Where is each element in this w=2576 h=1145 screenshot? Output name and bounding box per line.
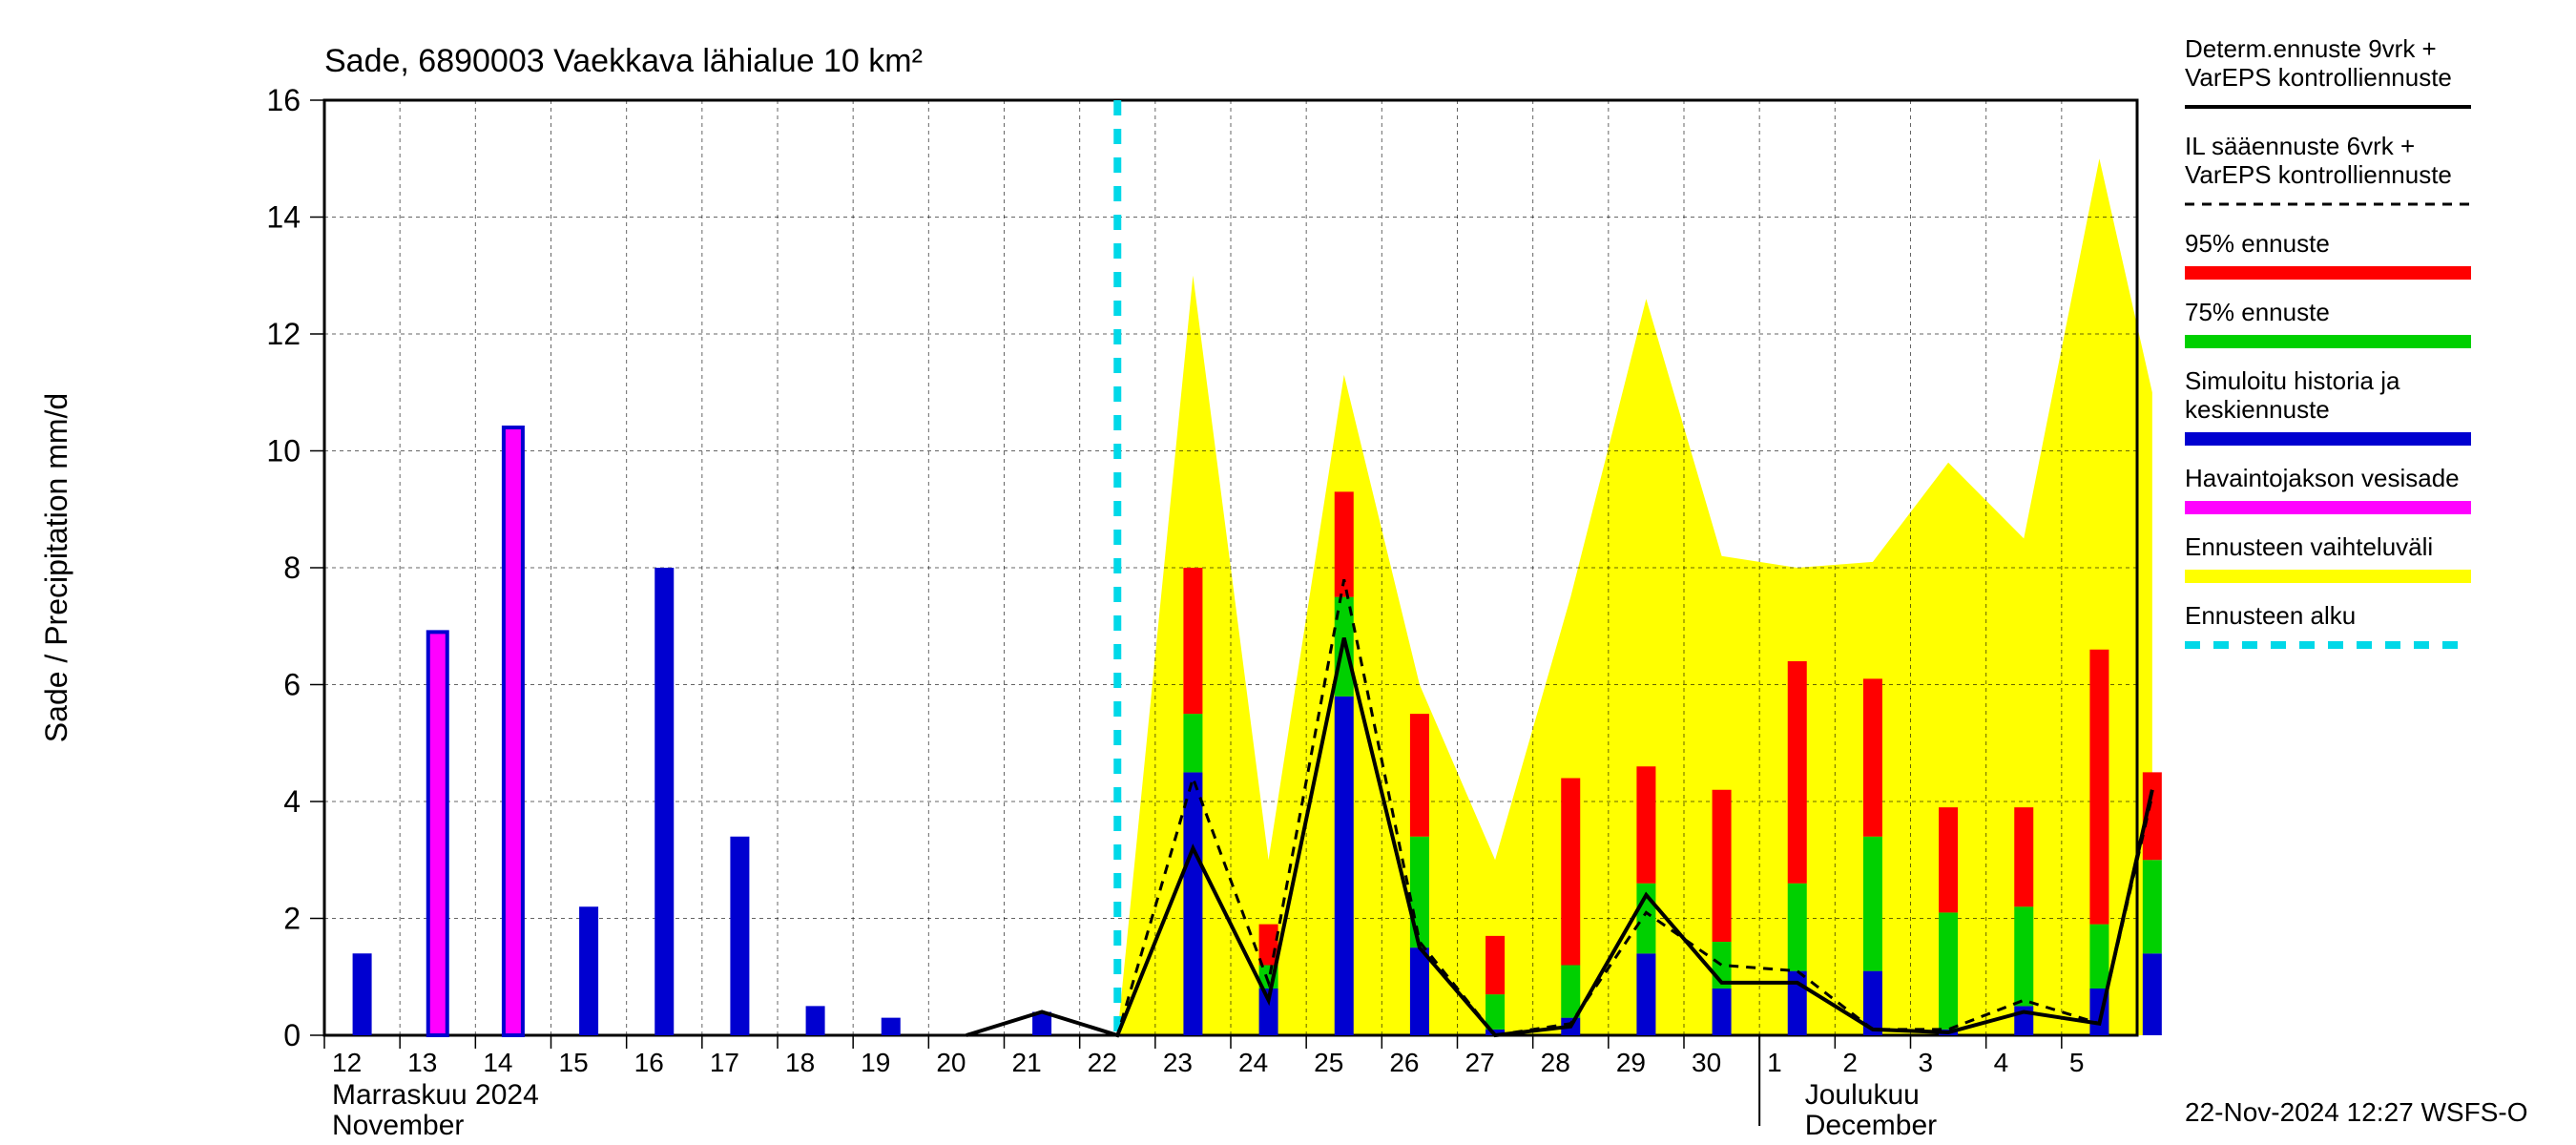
x-tick-label: 22: [1088, 1048, 1117, 1077]
bar-segment: [1636, 766, 1655, 884]
bar-segment: [1636, 953, 1655, 1035]
bar-segment: [2143, 953, 2162, 1035]
legend-label: Ennusteen alku: [2185, 601, 2356, 630]
legend-label: Havaintojakson vesisade: [2185, 464, 2460, 492]
bar-segment: [579, 906, 598, 1035]
x-tick-label: 5: [2069, 1048, 2085, 1077]
x-tick-label: 20: [936, 1048, 966, 1077]
x-tick-label: 17: [710, 1048, 739, 1077]
x-tick-label: 24: [1238, 1048, 1268, 1077]
y-tick-label: 8: [283, 551, 301, 585]
bar-segment: [1788, 661, 1807, 884]
bar-segment: [1485, 936, 1505, 994]
month-label-en: December: [1805, 1110, 1937, 1141]
bar-segment: [353, 953, 372, 1035]
x-tick-label: 4: [1994, 1048, 2009, 1077]
bar-segment: [1863, 678, 1882, 836]
y-tick-label: 14: [266, 200, 301, 235]
bar-segment: [1939, 807, 1958, 912]
x-tick-label: 27: [1465, 1048, 1495, 1077]
legend-label: 95% ennuste: [2185, 229, 2330, 258]
x-tick-label: 26: [1389, 1048, 1419, 1077]
y-tick-label: 6: [283, 668, 301, 702]
month-label-en: November: [332, 1110, 464, 1141]
bar-segment: [428, 632, 447, 1035]
x-tick-label: 19: [861, 1048, 890, 1077]
bar-segment: [1183, 772, 1202, 1035]
legend-label: Simuloitu historia ja: [2185, 366, 2400, 395]
x-tick-label: 14: [483, 1048, 512, 1077]
x-tick-label: 16: [634, 1048, 664, 1077]
legend-label: 75% ennuste: [2185, 298, 2330, 326]
legend-label: IL sääennuste 6vrk +: [2185, 132, 2415, 160]
footer-timestamp: 22-Nov-2024 12:27 WSFS-O: [2185, 1097, 2528, 1127]
bar-segment: [1183, 714, 1202, 772]
precipitation-chart: Sade, 6890003 Vaekkava lähialue 10 km² Sa…: [0, 0, 2576, 1145]
x-tick-label: 25: [1314, 1048, 1343, 1077]
bar-segment: [654, 568, 674, 1035]
legend-label: VarEPS kontrolliennuste: [2185, 63, 2452, 92]
y-tick-label: 16: [266, 83, 301, 117]
x-tick-label: 3: [1919, 1048, 1934, 1077]
x-tick-label: 29: [1616, 1048, 1646, 1077]
bar-segment: [806, 1006, 825, 1035]
bar-segment: [1335, 697, 1354, 1035]
bar-segment: [1788, 884, 1807, 971]
x-tick-label: 15: [559, 1048, 589, 1077]
bar-segment: [1713, 989, 1732, 1035]
bar-segment: [1183, 568, 1202, 714]
x-tick-label: 12: [332, 1048, 362, 1077]
bar-segment: [504, 427, 523, 1035]
bar-segment: [1713, 790, 1732, 942]
bar-segment: [2143, 860, 2162, 953]
bar-segment: [1788, 971, 1807, 1035]
bar-segment: [1410, 947, 1429, 1035]
legend-label: Determ.ennuste 9vrk +: [2185, 34, 2437, 63]
x-tick-label: 18: [785, 1048, 815, 1077]
bar-segment: [1410, 837, 1429, 947]
y-tick-label: 2: [283, 902, 301, 936]
x-tick-label: 28: [1541, 1048, 1570, 1077]
month-label-fi: Marraskuu 2024: [332, 1079, 539, 1111]
bar-segment: [1939, 912, 1958, 1030]
chart-title: Sade, 6890003 Vaekkava lähialue 10 km²: [324, 43, 923, 79]
legend-label: Ennusteen vaihteluväli: [2185, 532, 2433, 561]
legend-label: keskiennuste: [2185, 395, 2330, 424]
y-tick-label: 4: [283, 784, 301, 819]
x-tick-label: 23: [1163, 1048, 1193, 1077]
month-label-fi: Joulukuu: [1805, 1079, 1920, 1111]
bar-segment: [1561, 779, 1580, 966]
bar-segment: [2014, 807, 2033, 906]
bar-segment: [2014, 906, 2033, 1006]
x-tick-label: 2: [1842, 1048, 1858, 1077]
x-tick-label: 21: [1012, 1048, 1042, 1077]
bar-segment: [1485, 994, 1505, 1030]
y-tick-label: 10: [266, 434, 301, 468]
bar-segment: [730, 837, 749, 1035]
bar-segment: [1561, 966, 1580, 1018]
bar-segment: [1863, 837, 1882, 971]
bar-segment: [1410, 714, 1429, 837]
bar-segment: [2089, 925, 2109, 989]
y-tick-label: 0: [283, 1018, 301, 1052]
x-tick-label: 30: [1692, 1048, 1721, 1077]
y-axis-label: Sade / Precipitation mm/d: [39, 393, 73, 742]
x-tick-label: 13: [407, 1048, 437, 1077]
y-tick-label: 12: [266, 317, 301, 351]
legend-label: VarEPS kontrolliennuste: [2185, 160, 2452, 189]
bar-segment: [882, 1018, 901, 1035]
bar-segment: [2089, 650, 2109, 925]
x-tick-label: 1: [1767, 1048, 1782, 1077]
